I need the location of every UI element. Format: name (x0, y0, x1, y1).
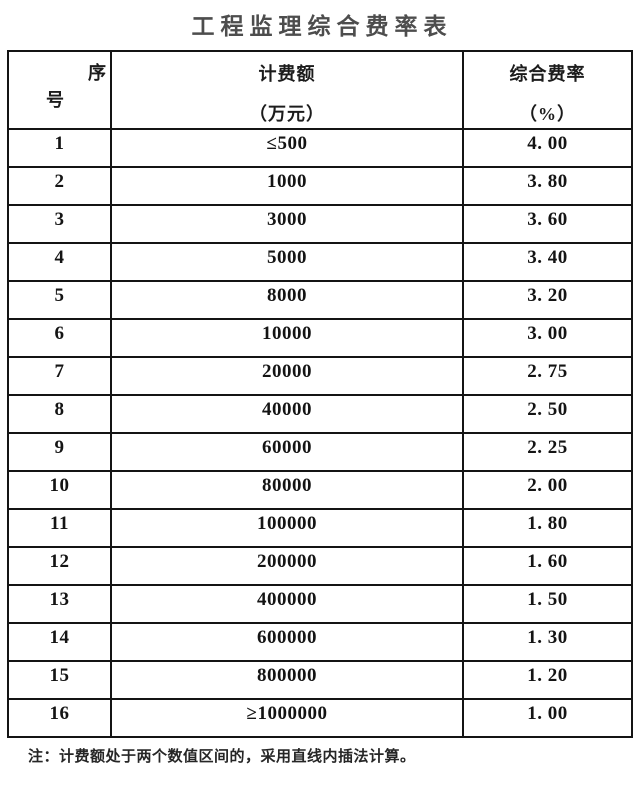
comprehensive-rate-cell: 1. 80 (462, 508, 633, 548)
table-row: 11 100000 1. 80 (7, 508, 633, 548)
billing-amount-cell: 20000 (110, 356, 464, 396)
header-serial-line1: 序 (88, 63, 107, 83)
serial-number-cell: 3 (7, 204, 112, 244)
table-row: 10 80000 2. 00 (7, 470, 633, 510)
table-row: 14 600000 1. 30 (7, 622, 633, 662)
comprehensive-rate-cell: 1. 20 (462, 660, 633, 700)
header-comprehensive-rate: 综合费率 （%） (462, 50, 633, 130)
billing-amount-cell: 200000 (110, 546, 464, 586)
comprehensive-rate-cell: 1. 00 (462, 698, 633, 738)
header-comprehensive-rate-label: 综合费率 (509, 64, 586, 84)
serial-number-cell: 10 (7, 470, 112, 510)
billing-amount-cell: 8000 (110, 280, 464, 320)
comprehensive-rate-cell: 3. 80 (462, 166, 633, 206)
comprehensive-rate-cell: 2. 00 (462, 470, 633, 510)
header-billing-amount-unit: （万元） (249, 104, 325, 124)
comprehensive-rate-cell: 4. 00 (462, 128, 633, 168)
comprehensive-rate-cell: 3. 40 (462, 242, 633, 282)
serial-number-cell: 5 (7, 280, 112, 320)
rate-table-body: 1 ≤500 4. 00 2 1000 3. 80 3 3000 3. 60 4 5000 3. 40… (7, 128, 633, 738)
serial-number-cell: 13 (7, 584, 112, 624)
comprehensive-rate-cell: 3. 20 (462, 280, 633, 320)
comprehensive-rate-cell: 1. 30 (462, 622, 633, 662)
table-row: 15 800000 1. 20 (7, 660, 633, 700)
billing-amount-cell: 10000 (110, 318, 464, 358)
billing-amount-cell: 400000 (110, 584, 464, 624)
table-row: 3 3000 3. 60 (7, 204, 633, 244)
table-row: 1 ≤500 4. 00 (7, 128, 633, 168)
comprehensive-rate-cell: 2. 25 (462, 432, 633, 472)
rate-table: 序 号 计费额 （万元） 综合费率 （%） 1 ≤500 4. 00 2 1000 3. … (7, 50, 633, 738)
serial-number-cell: 4 (7, 242, 112, 282)
serial-number-cell: 12 (7, 546, 112, 586)
billing-amount-cell: ≤500 (110, 128, 464, 168)
table-row: 16 ≥1000000 1. 00 (7, 698, 633, 738)
footnote: 注：计费额处于两个数值区间的，采用直线内插法计算。 (28, 749, 416, 765)
comprehensive-rate-cell: 2. 50 (462, 394, 633, 434)
header-serial-number: 序 号 (7, 50, 112, 130)
billing-amount-cell: 80000 (110, 470, 464, 510)
billing-amount-cell: 800000 (110, 660, 464, 700)
comprehensive-rate-cell: 2. 75 (462, 356, 633, 396)
table-row: 2 1000 3. 80 (7, 166, 633, 206)
billing-amount-cell: ≥1000000 (110, 698, 464, 738)
serial-number-cell: 15 (7, 660, 112, 700)
comprehensive-rate-cell: 1. 60 (462, 546, 633, 586)
header-row: 序 号 计费额 （万元） 综合费率 （%） (7, 50, 633, 130)
serial-number-cell: 1 (7, 128, 112, 168)
comprehensive-rate-cell: 3. 00 (462, 318, 633, 358)
billing-amount-cell: 60000 (110, 432, 464, 472)
header-billing-amount-label: 计费额 (258, 64, 316, 84)
serial-number-cell: 2 (7, 166, 112, 206)
header-comprehensive-rate-unit: （%） (519, 104, 576, 124)
billing-amount-cell: 5000 (110, 242, 464, 282)
table-row: 8 40000 2. 50 (7, 394, 633, 434)
comprehensive-rate-cell: 3. 60 (462, 204, 633, 244)
comprehensive-rate-cell: 1. 50 (462, 584, 633, 624)
table-row: 12 200000 1. 60 (7, 546, 633, 586)
serial-number-cell: 7 (7, 356, 112, 396)
billing-amount-cell: 600000 (110, 622, 464, 662)
serial-number-cell: 6 (7, 318, 112, 358)
table-row: 13 400000 1. 50 (7, 584, 633, 624)
table-row: 7 20000 2. 75 (7, 356, 633, 396)
serial-number-cell: 16 (7, 698, 112, 738)
table-row: 9 60000 2. 25 (7, 432, 633, 472)
serial-number-cell: 8 (7, 394, 112, 434)
header-billing-amount: 计费额 （万元） (110, 50, 464, 130)
billing-amount-cell: 3000 (110, 204, 464, 244)
table-row: 6 10000 3. 00 (7, 318, 633, 358)
serial-number-cell: 11 (7, 508, 112, 548)
billing-amount-cell: 40000 (110, 394, 464, 434)
billing-amount-cell: 100000 (110, 508, 464, 548)
table-row: 4 5000 3. 40 (7, 242, 633, 282)
rate-table-header: 序 号 计费额 （万元） 综合费率 （%） (7, 50, 633, 130)
table-row: 5 8000 3. 20 (7, 280, 633, 320)
billing-amount-cell: 1000 (110, 166, 464, 206)
serial-number-cell: 9 (7, 432, 112, 472)
header-serial-line2: 号 (46, 90, 65, 110)
serial-number-cell: 14 (7, 622, 112, 662)
page-title: 工程监理综合费率表 (191, 14, 453, 39)
